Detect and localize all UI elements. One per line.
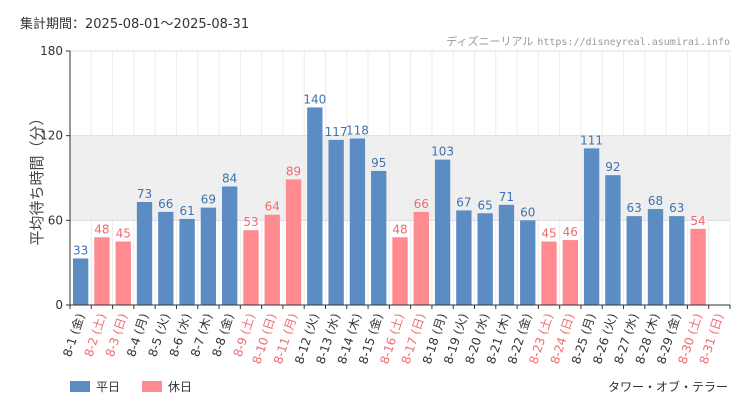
bar-16: [392, 237, 408, 305]
bar-value-label: 68: [648, 194, 663, 208]
bar-19: [456, 210, 472, 305]
bar-8: [222, 186, 238, 305]
y-tick-label: 120: [40, 129, 63, 143]
bar-value-label: 48: [392, 222, 407, 236]
bar-28: [647, 209, 664, 305]
bar-value-label: 66: [158, 197, 173, 211]
chart-legend: 平日 休日: [70, 378, 192, 395]
bar-value-label: 63: [669, 201, 684, 215]
bar-21: [498, 204, 515, 305]
bar-22: [520, 220, 536, 305]
bar-3: [115, 241, 131, 305]
bar-13: [328, 139, 344, 305]
bar-27: [626, 216, 642, 305]
legend-swatch-holiday: [142, 381, 163, 392]
bar-23: [541, 241, 557, 305]
chart-bars: 338-1 (金)488-2 (土)458-3 (日)738-4 (月)668-…: [59, 92, 726, 365]
bar-6: [179, 218, 195, 305]
bar-value-label: 89: [286, 164, 301, 178]
bar-4: [136, 201, 153, 305]
attraction-name: タワー・オブ・テラー: [607, 380, 728, 394]
bar-value-label: 46: [563, 225, 578, 239]
bar-value-label: 118: [346, 123, 369, 137]
legend-item-weekday: 平日: [70, 378, 120, 395]
bar-value-label: 71: [499, 190, 514, 204]
bar-18: [434, 159, 451, 305]
legend-label-weekday: 平日: [96, 380, 121, 394]
bar-5: [158, 211, 174, 305]
bar-value-label: 95: [371, 156, 386, 170]
bar-value-label: 111: [580, 133, 603, 147]
bar-20: [477, 213, 493, 305]
bar-value-label: 103: [431, 145, 454, 159]
bar-26: [605, 175, 621, 305]
bar-30: [690, 228, 706, 305]
legend-swatch-weekday: [70, 381, 90, 392]
bar-value-label: 60: [520, 205, 535, 219]
bar-11: [285, 179, 302, 305]
legend-label-holiday: 休日: [168, 380, 193, 394]
bar-29: [669, 216, 685, 305]
bar-value-label: 54: [690, 214, 705, 228]
bar-1: [72, 258, 89, 305]
site-name: ディズニーリアル: [446, 35, 534, 48]
bar-25: [583, 148, 600, 305]
bar-value-label: 61: [179, 204, 194, 218]
bar-value-label: 53: [243, 215, 258, 229]
bar-value-label: 73: [137, 187, 152, 201]
bar-value-label: 45: [541, 227, 556, 241]
bar-value-label: 45: [116, 227, 131, 241]
y-tick-label: 0: [55, 298, 63, 312]
bar-15: [371, 170, 387, 305]
wait-time-bar-chart: 338-1 (金)488-2 (土)458-3 (日)738-4 (月)668-…: [28, 44, 731, 366]
bar-12: [307, 107, 323, 305]
bar-value-label: 65: [478, 198, 493, 212]
bar-value-label: 33: [73, 243, 88, 257]
site-credit: ディズニーリアル https://disneyreal.asumirai.info: [446, 33, 730, 49]
y-axis-label: 平均待ち時間（分）: [28, 110, 46, 245]
chart-axes: 0 60 120 180: [40, 44, 731, 312]
bar-value-label: 67: [456, 195, 471, 209]
bar-24: [562, 240, 578, 305]
y-tick-label: 60: [48, 213, 63, 227]
bar-10: [264, 214, 280, 305]
site-url: https://disneyreal.asumirai.info: [537, 37, 730, 48]
legend-item-holiday: 休日: [142, 378, 192, 395]
bar-value-label: 117: [325, 125, 348, 139]
bar-value-label: 84: [222, 171, 237, 185]
bar-value-label: 92: [605, 160, 620, 174]
bar-7: [200, 207, 217, 305]
bar-value-label: 63: [627, 201, 642, 215]
bar-9: [243, 230, 259, 305]
bar-2: [94, 237, 110, 305]
period-label: 集計期間：2025-08-01～2025-08-31: [20, 17, 250, 32]
bar-value-label: 140: [303, 92, 326, 106]
bar-value-label: 64: [265, 200, 280, 214]
bar-value-label: 48: [94, 222, 109, 236]
bar-14: [349, 138, 366, 305]
y-tick-label: 180: [40, 44, 63, 58]
bar-value-label: 66: [414, 197, 429, 211]
bar-value-label: 69: [201, 193, 216, 207]
bar-17: [413, 211, 429, 305]
